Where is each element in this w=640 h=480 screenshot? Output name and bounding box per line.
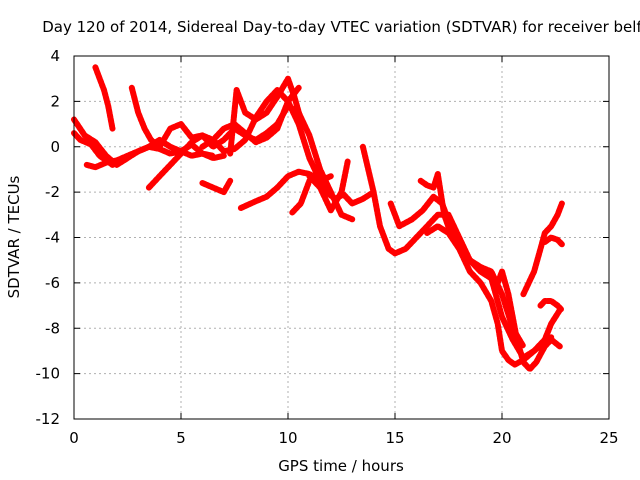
y-tick-label: 4 xyxy=(50,47,60,65)
series-track-11 xyxy=(289,173,377,216)
series-track-6 xyxy=(145,84,302,191)
x-axis-label: GPS time / hours xyxy=(278,457,404,475)
x-tick-label: 10 xyxy=(278,429,297,447)
series-track-12 xyxy=(306,157,351,214)
series-track-17 xyxy=(520,200,565,298)
series-track-9 xyxy=(227,75,304,157)
x-tick-label: 5 xyxy=(176,429,186,447)
y-tick-label: -12 xyxy=(36,410,61,428)
series-track-7 xyxy=(199,87,334,196)
grid-lines xyxy=(74,56,609,419)
y-tick-label: -2 xyxy=(45,183,60,201)
y-tick-label: 2 xyxy=(50,92,60,110)
series-track-8 xyxy=(199,177,234,196)
y-tick-label: -6 xyxy=(45,274,60,292)
series-track-2 xyxy=(71,130,127,168)
data-series xyxy=(71,64,565,373)
x-tick-label: 20 xyxy=(492,429,511,447)
series-track-3 xyxy=(83,143,227,171)
series-track-4 xyxy=(92,64,116,132)
axis-ticks xyxy=(73,55,610,420)
y-axis-label: SDTVAR / TECUs xyxy=(5,175,23,298)
y-tick-labels: -12 -10 -8 -6 -4 -2 0 2 4 xyxy=(36,47,61,428)
y-tick-label: -4 xyxy=(45,229,60,247)
x-tick-label: 25 xyxy=(599,429,618,447)
x-tick-label: 0 xyxy=(69,429,79,447)
x-tick-label: 15 xyxy=(385,429,404,447)
y-tick-label: 0 xyxy=(50,138,60,156)
series-track-16 xyxy=(424,223,527,350)
series-track-19 xyxy=(537,298,565,314)
y-tick-label: -8 xyxy=(45,319,60,337)
chart-title: Day 120 of 2014, Sidereal Day-to-day VTE… xyxy=(42,18,640,36)
y-tick-label: -10 xyxy=(36,365,61,383)
series-track-18 xyxy=(541,234,565,248)
x-tick-labels: 0 5 10 15 20 25 xyxy=(69,429,618,447)
